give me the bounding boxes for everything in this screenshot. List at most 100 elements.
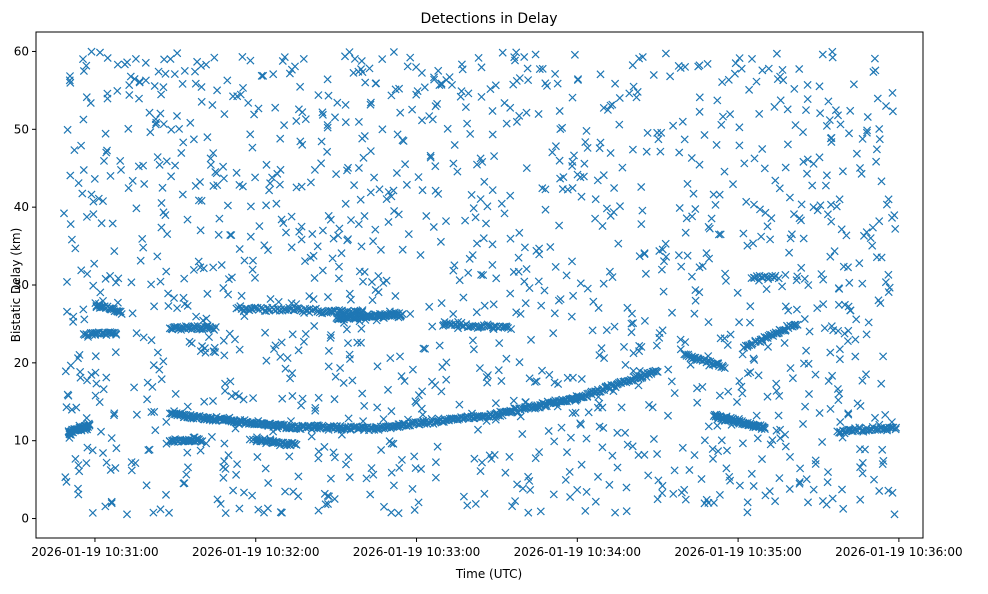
data-point-marker [63,390,72,399]
data-point-marker [770,102,779,111]
data-point-marker [420,344,430,353]
data-point-marker [835,355,844,364]
data-point-marker [411,397,420,406]
data-point-marker [390,206,399,216]
data-point-marker [627,309,637,318]
data-point-marker [311,406,320,415]
data-point-marker [346,216,356,225]
data-point-marker [76,367,85,376]
data-point-marker [858,458,867,467]
data-point-marker [534,277,543,286]
data-point-marker [545,370,554,379]
data-point-marker [746,368,755,377]
data-point-marker [778,65,787,74]
data-point-marker [326,331,336,340]
data-point-marker [274,297,283,306]
data-point-marker [599,423,608,433]
data-point-marker [881,101,891,111]
data-point-marker [606,148,615,158]
data-point-marker [161,69,170,78]
data-point-marker [637,342,646,351]
data-point-marker [852,315,861,324]
data-point-marker [461,103,470,112]
data-point-marker [799,359,809,368]
data-point-marker [772,386,781,395]
data-point-marker [757,455,767,464]
data-point-marker [828,371,837,380]
data-point-marker [687,153,696,163]
data-point-marker [628,61,637,70]
data-point-marker [691,286,700,295]
data-point-marker [726,110,735,119]
data-point-marker [324,91,333,100]
data-point-marker [873,94,882,103]
data-point-marker [235,504,244,513]
data-point-marker [832,202,841,211]
data-point-marker [392,168,401,178]
data-point-marker [366,188,375,197]
data-point-marker [437,387,446,396]
y-tick-label: 60 [14,44,29,58]
data-point-marker [800,314,809,324]
data-point-marker [509,267,518,277]
data-point-marker [180,300,189,309]
data-point-marker [317,137,326,146]
data-point-marker [659,287,668,296]
data-point-marker [143,378,152,387]
data-point-marker [398,309,407,319]
data-point-marker [343,235,353,244]
data-point-marker [749,239,758,248]
y-tick-label: 30 [14,278,29,292]
data-point-marker [96,427,106,436]
data-point-marker [707,214,716,223]
data-point-marker [240,256,249,265]
data-point-marker [79,115,88,124]
data-point-marker [681,62,690,71]
data-point-marker [718,78,727,87]
data-point-marker [455,276,464,285]
data-point-marker [276,134,285,143]
data-point-marker [767,214,776,223]
data-point-marker [764,64,773,73]
data-point-marker [131,54,140,63]
data-point-marker [113,86,122,95]
data-point-marker [173,49,182,58]
data-point-marker [732,397,742,407]
data-point-marker [183,448,192,457]
data-point-marker [387,468,396,477]
data-point-marker [875,124,884,134]
data-point-marker [219,174,228,183]
data-point-marker [870,413,880,422]
data-point-marker [371,285,380,295]
data-point-marker [211,322,220,332]
data-point-marker [872,145,881,154]
data-point-marker [334,231,343,240]
data-point-marker [525,374,534,383]
data-point-marker [768,436,777,445]
data-point-marker [550,309,559,318]
data-point-marker [618,163,627,172]
data-point-marker [826,252,835,261]
data-point-marker [730,69,739,78]
data-point-marker [246,130,255,139]
data-point-marker [876,299,885,308]
data-point-marker [857,169,866,178]
data-point-marker [227,392,236,401]
data-point-marker [66,361,75,370]
data-point-marker [881,410,890,419]
data-point-marker [569,291,578,300]
data-point-marker [209,181,218,191]
data-point-marker [838,167,847,176]
data-point-marker [387,192,396,201]
data-point-marker [102,148,111,157]
data-point-marker [251,173,260,182]
data-point-marker [286,374,295,383]
data-point-marker [752,411,761,420]
data-point-marker [570,50,579,59]
data-point-marker [367,277,376,287]
data-point-marker [156,505,165,514]
data-point-marker [687,272,696,281]
data-point-marker [397,372,406,381]
data-point-marker [420,83,429,92]
data-point-marker [198,437,207,446]
